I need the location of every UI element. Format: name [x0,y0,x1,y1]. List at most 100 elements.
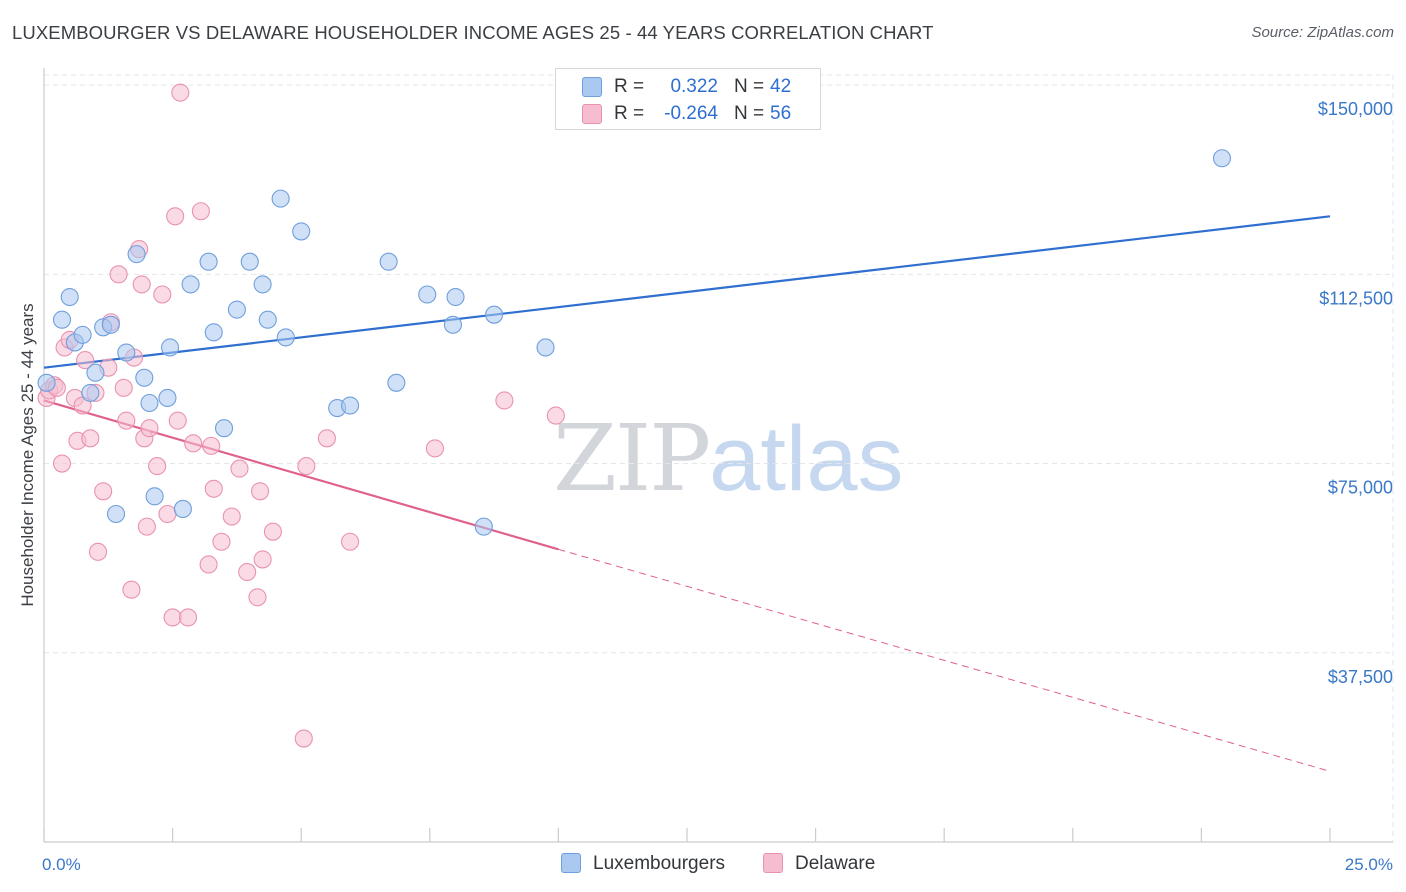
correlation-legend: R = 0.322 N = 42 R = -0.264 N = 56 [555,68,821,130]
delaware-point[interactable] [137,517,156,536]
n-value: 56 [770,103,792,124]
luxembourgers-point[interactable] [101,315,120,334]
delaware-point[interactable] [148,457,167,476]
watermark-atlas: atlas [709,408,904,510]
luxembourgers-point[interactable] [140,393,159,413]
delaware-point[interactable] [81,429,100,448]
delaware-point[interactable] [546,406,565,425]
trend-layer [43,215,1331,772]
delaware-point[interactable] [248,588,267,607]
luxembourgers-point[interactable] [379,252,398,271]
luxembourgers-point[interactable] [387,373,406,392]
luxembourgers-point[interactable] [160,338,180,357]
delaware-point[interactable] [222,507,241,526]
delaware-point[interactable] [425,439,444,458]
delaware-point[interactable] [341,532,360,551]
luxembourgers-point[interactable] [145,487,164,506]
delaware-point[interactable] [178,608,198,627]
delaware-point[interactable] [76,351,95,370]
luxembourgers-point[interactable] [536,338,555,357]
luxembourgers-point[interactable] [292,222,311,241]
legend-row-luxembourgers: R = 0.322 N = 42 [556,74,820,100]
luxembourgers-point[interactable] [485,305,504,324]
luxembourgers-point[interactable] [214,419,234,438]
r-label: R = [614,103,645,124]
luxembourgers-point[interactable] [81,383,100,402]
delaware-point[interactable] [117,411,136,430]
luxembourgers-trendline [43,215,1331,369]
luxembourgers-point[interactable] [240,252,259,271]
delaware-point[interactable] [202,436,221,455]
luxembourgers-point[interactable] [204,323,223,342]
luxembourgers-point[interactable] [418,285,437,304]
luxembourgers-point[interactable] [73,325,92,344]
delaware-point[interactable] [230,459,249,478]
luxembourgers-point[interactable] [106,504,126,524]
n-value: 42 [770,76,792,97]
delaware-point[interactable] [199,555,218,574]
luxembourgers-point[interactable] [86,363,105,382]
luxembourgers-point[interactable] [181,275,200,294]
luxembourgers-point[interactable] [37,373,56,392]
delaware-trendline-extension [558,548,1331,772]
source-label: Source: ZipAtlas.com [1251,24,1394,41]
delaware-point[interactable] [171,83,190,102]
legend-row-delaware: R = -0.264 N = 56 [556,101,820,127]
label-layer: $37,500 $75,000 $112,500 $150,000 0.0% 25.0% H… [18,99,1393,874]
luxembourgers-point[interactable] [341,396,360,415]
watermark-zip: ZIP [553,405,711,512]
luxembourgers-point[interactable] [227,300,246,319]
x-tick-label: 0.0% [42,855,81,874]
delaware-point[interactable] [122,580,141,599]
delaware-point[interactable] [166,207,185,226]
luxembourgers-point[interactable] [52,310,72,329]
delaware-point[interactable] [253,550,272,569]
zipatlas-watermark: ZIPatlas [553,405,904,512]
grid-layer [44,74,1394,842]
delaware-point[interactable] [114,378,133,397]
delaware-point[interactable] [495,391,514,410]
axis-layer [43,68,1393,843]
delaware-point[interactable] [297,457,316,476]
y-tick-label: $37,500 [1328,667,1393,687]
y-tick-label: $75,000 [1328,478,1393,498]
delaware-point[interactable] [132,275,151,294]
delaware-point[interactable] [52,454,72,473]
luxembourgers-point[interactable] [173,499,192,519]
luxembourgers-point[interactable] [253,275,272,294]
delaware-point[interactable] [140,419,159,438]
delaware-point[interactable] [94,482,113,501]
delaware-point[interactable] [109,265,128,284]
delaware-point[interactable] [250,482,270,501]
n-label: N = [734,76,765,97]
delaware-point[interactable] [204,479,223,498]
delaware-point[interactable] [163,608,182,627]
delaware-point[interactable] [158,504,177,524]
delaware-point[interactable] [238,562,257,582]
delaware-point[interactable] [263,522,282,541]
delaware-point[interactable] [88,542,108,561]
luxembourgers-point[interactable] [135,368,154,387]
delaware-point[interactable] [191,202,210,221]
delaware-point[interactable] [184,434,203,453]
luxembourgers-point[interactable] [474,517,493,536]
luxembourgers-point[interactable] [60,287,79,307]
delaware-point[interactable] [168,411,187,430]
delaware-point[interactable] [153,285,172,304]
luxembourgers-point[interactable] [199,252,218,271]
luxembourgers-point[interactable] [276,328,295,347]
delaware-point[interactable] [294,729,313,748]
delaware-point[interactable] [317,429,336,448]
luxembourgers-point[interactable] [258,310,277,329]
delaware-point[interactable] [212,532,231,551]
luxembourgers-point[interactable] [271,189,290,208]
luxembourgers-point[interactable] [127,245,146,264]
y-axis-title: Householder Income Ages 25 - 44 years [18,303,37,606]
luxembourgers-point[interactable] [1212,149,1232,168]
luxembourgers-point[interactable] [158,388,177,407]
luxembourgers-point[interactable] [443,315,462,334]
delaware-swatch [763,853,783,873]
luxembourgers-point[interactable] [117,343,136,362]
luxembourgers-point[interactable] [446,287,465,307]
